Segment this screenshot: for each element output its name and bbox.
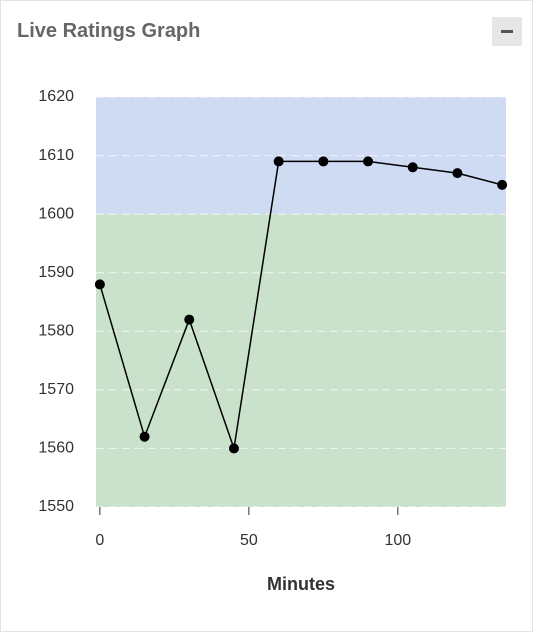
point [139, 431, 150, 442]
collapse-button[interactable] [492, 17, 522, 46]
y-tick-label: 1620 [38, 88, 74, 105]
point [407, 162, 418, 173]
y-tick-label: 1560 [38, 440, 74, 457]
y-tick-label: 1600 [38, 205, 74, 222]
minus-icon [501, 30, 513, 33]
point [273, 156, 284, 167]
point [184, 314, 195, 325]
y-tick-label: 1610 [38, 147, 74, 164]
y-tick-label: 1570 [38, 381, 74, 398]
x-axis-label: Minutes [267, 574, 335, 594]
x-tick-label: 50 [240, 532, 258, 549]
x-tick-label: 0 [95, 532, 104, 549]
point [228, 443, 239, 454]
band [96, 214, 506, 507]
point [318, 156, 329, 167]
point [363, 156, 374, 167]
band [96, 97, 506, 215]
panel-title: Live Ratings Graph [17, 20, 201, 42]
point [452, 168, 463, 179]
y-tick-label: 1590 [38, 264, 74, 281]
x-tick-label: 100 [384, 532, 411, 549]
y-tick-label: 1550 [38, 498, 74, 515]
point [497, 179, 508, 190]
series-line [99, 160, 503, 449]
point [94, 279, 105, 290]
y-tick-label: 1580 [38, 323, 74, 340]
